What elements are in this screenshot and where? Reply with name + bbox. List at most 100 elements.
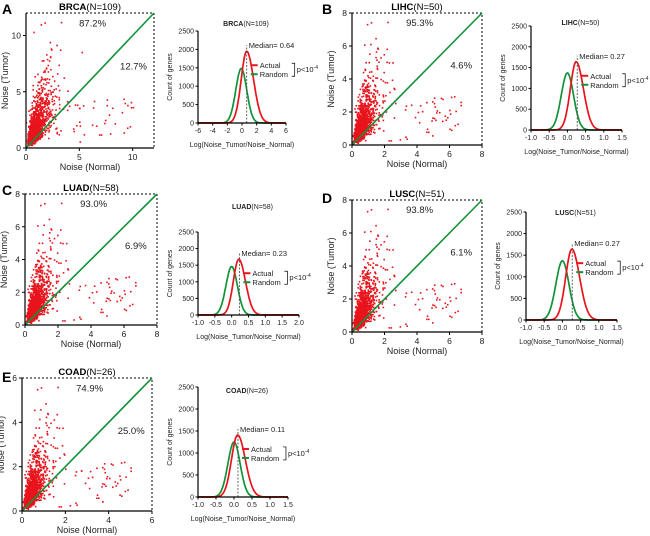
data-point (35, 133, 38, 136)
data-point (369, 104, 372, 106)
data-point (105, 300, 108, 303)
data-point (369, 123, 371, 126)
data-point (60, 262, 62, 265)
data-point (360, 109, 363, 111)
data-point (455, 110, 457, 113)
data-point (33, 31, 35, 34)
data-point (36, 303, 39, 306)
data-point (399, 139, 402, 141)
data-point (74, 104, 77, 106)
data-point (33, 304, 36, 307)
data-point (361, 110, 364, 112)
data-point (363, 89, 366, 91)
distribution-panel-a: BRCA(N=109)Median= 0.64ActualRandomp<10-… (167, 21, 318, 149)
data-point (378, 120, 380, 122)
data-point (363, 104, 366, 106)
data-point (31, 144, 34, 147)
data-point (367, 82, 370, 85)
data-point (30, 115, 33, 117)
data-point (42, 298, 45, 300)
data-point (34, 301, 37, 303)
data-point (41, 271, 43, 274)
data-point (40, 87, 43, 89)
data-point (121, 111, 124, 114)
data-point (46, 269, 49, 272)
data-point (51, 100, 54, 103)
data-point (47, 127, 50, 130)
x-tick-label: 0 (23, 329, 28, 339)
y-tick-label: 0 (190, 121, 194, 128)
data-point (39, 133, 42, 135)
data-point (32, 296, 34, 299)
data-point (359, 105, 362, 107)
y-axis-label: Count of genes (167, 53, 174, 101)
data-point (36, 301, 39, 304)
data-point (359, 130, 361, 133)
data-point (46, 98, 48, 100)
data-point (362, 105, 364, 108)
data-point (51, 91, 54, 93)
data-point (365, 121, 368, 124)
data-point (42, 309, 44, 312)
data-point (62, 320, 64, 322)
data-point (34, 132, 37, 135)
data-point (43, 296, 45, 299)
data-point (364, 132, 367, 134)
data-point (40, 135, 42, 137)
data-point (30, 322, 33, 325)
data-point (62, 242, 64, 245)
data-point (37, 294, 40, 296)
data-point (417, 111, 420, 114)
data-point (43, 103, 46, 105)
data-point (35, 263, 37, 266)
data-point (368, 133, 371, 136)
data-point (29, 109, 32, 111)
y-tick-label: 2 (15, 287, 20, 297)
data-point (50, 124, 53, 127)
data-point (43, 111, 46, 113)
data-point (359, 140, 362, 142)
data-point (34, 304, 37, 306)
data-point (37, 104, 40, 106)
data-point (382, 94, 385, 96)
data-point (382, 130, 385, 132)
data-point (366, 122, 368, 125)
scatter-points (25, 21, 135, 147)
data-point (29, 131, 31, 134)
data-point (44, 288, 47, 291)
data-point (47, 82, 50, 84)
data-point (449, 128, 451, 131)
data-point (84, 284, 87, 287)
data-point (372, 107, 375, 110)
data-point (132, 106, 135, 109)
data-point (39, 98, 42, 101)
above-diagonal-percent: 87.2% (79, 19, 106, 30)
data-point (359, 119, 361, 121)
data-point (365, 133, 368, 136)
data-point (361, 104, 363, 107)
data-point (32, 138, 34, 140)
data-point (28, 291, 31, 294)
data-point (365, 122, 367, 125)
data-point (34, 276, 36, 279)
data-point (373, 100, 376, 102)
data-point (367, 125, 369, 128)
data-point (28, 125, 30, 128)
data-point (33, 113, 35, 115)
data-point (376, 101, 378, 104)
data-point (36, 294, 39, 296)
data-point (48, 116, 50, 118)
data-point (32, 110, 35, 113)
data-point (42, 295, 45, 298)
data-point (51, 300, 54, 303)
data-point (58, 103, 61, 106)
data-point (39, 136, 42, 138)
data-point (363, 79, 366, 82)
data-point (30, 317, 32, 319)
data-point (42, 132, 45, 134)
data-point (40, 108, 42, 110)
data-point (45, 118, 47, 120)
x-tick-label: 0 (240, 128, 244, 135)
data-point (370, 131, 373, 133)
data-point (46, 81, 48, 84)
